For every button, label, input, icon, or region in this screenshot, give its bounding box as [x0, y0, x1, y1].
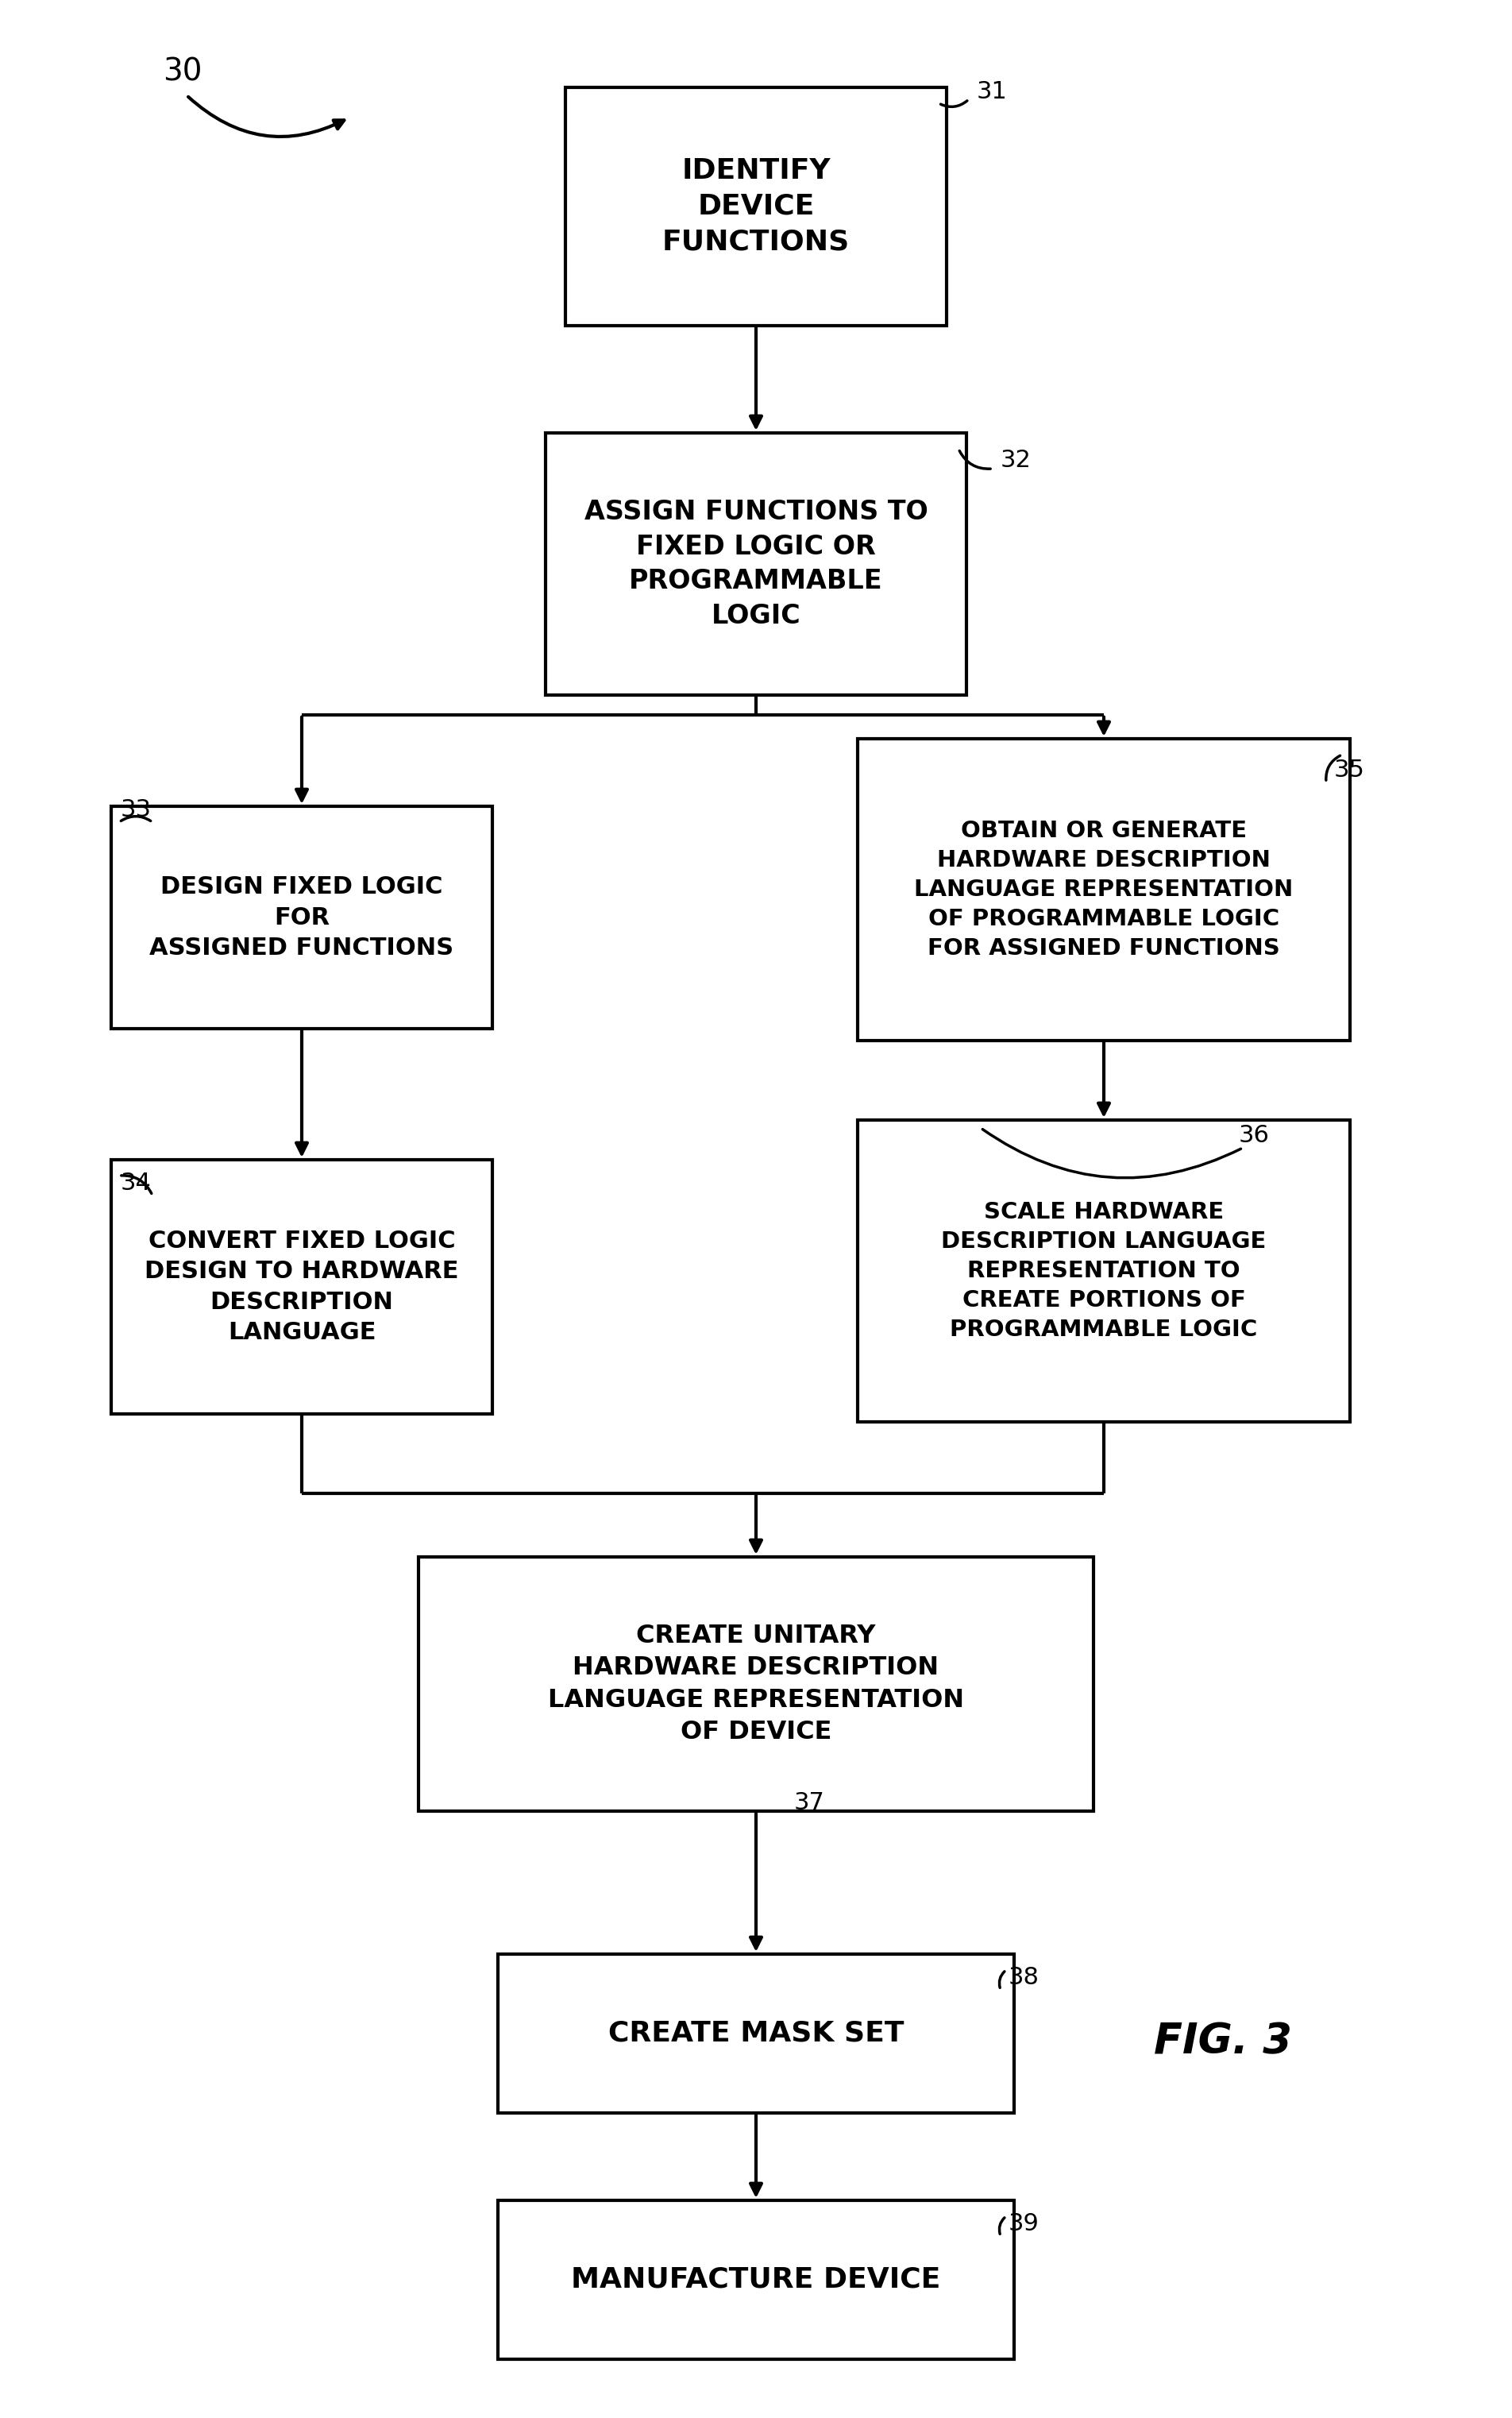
Text: 34: 34	[121, 1173, 151, 1194]
Text: CONVERT FIXED LOGIC
DESIGN TO HARDWARE
DESCRIPTION
LANGUAGE: CONVERT FIXED LOGIC DESIGN TO HARDWARE D…	[145, 1231, 458, 1344]
Text: 33: 33	[121, 798, 151, 822]
Bar	[419, 1557, 1093, 1811]
Text: ASSIGN FUNCTIONS TO
FIXED LOGIC OR
PROGRAMMABLE
LOGIC: ASSIGN FUNCTIONS TO FIXED LOGIC OR PROGR…	[584, 498, 928, 629]
Bar	[112, 805, 493, 1028]
Text: 38: 38	[1009, 1966, 1040, 1990]
Bar	[497, 2200, 1015, 2360]
Bar	[857, 1120, 1350, 1422]
Text: DESIGN FIXED LOGIC
FOR
ASSIGNED FUNCTIONS: DESIGN FIXED LOGIC FOR ASSIGNED FUNCTION…	[150, 875, 454, 960]
Text: 39: 39	[1009, 2212, 1039, 2237]
Text: SCALE HARDWARE
DESCRIPTION LANGUAGE
REPRESENTATION TO
CREATE PORTIONS OF
PROGRAM: SCALE HARDWARE DESCRIPTION LANGUAGE REPR…	[942, 1202, 1267, 1340]
Text: MANUFACTURE DEVICE: MANUFACTURE DEVICE	[572, 2266, 940, 2292]
Text: CREATE MASK SET: CREATE MASK SET	[608, 2019, 904, 2048]
Text: 37: 37	[794, 1792, 826, 1814]
Text: FIG. 3: FIG. 3	[1154, 2021, 1293, 2063]
Text: CREATE UNITARY
HARDWARE DESCRIPTION
LANGUAGE REPRESENTATION
OF DEVICE: CREATE UNITARY HARDWARE DESCRIPTION LANG…	[547, 1622, 965, 1746]
Bar	[546, 433, 966, 694]
Text: IDENTIFY
DEVICE
FUNCTIONS: IDENTIFY DEVICE FUNCTIONS	[662, 157, 850, 256]
Bar	[565, 87, 947, 326]
Text: 36: 36	[1238, 1124, 1270, 1149]
Text: OBTAIN OR GENERATE
HARDWARE DESCRIPTION
LANGUAGE REPRESENTATION
OF PROGRAMMABLE : OBTAIN OR GENERATE HARDWARE DESCRIPTION …	[915, 820, 1293, 960]
Text: 32: 32	[1001, 450, 1031, 472]
Bar	[112, 1161, 493, 1415]
Text: 35: 35	[1334, 759, 1365, 781]
Text: 31: 31	[977, 80, 1007, 104]
Bar	[497, 1954, 1015, 2113]
Bar	[857, 740, 1350, 1040]
Text: 30: 30	[163, 56, 203, 87]
